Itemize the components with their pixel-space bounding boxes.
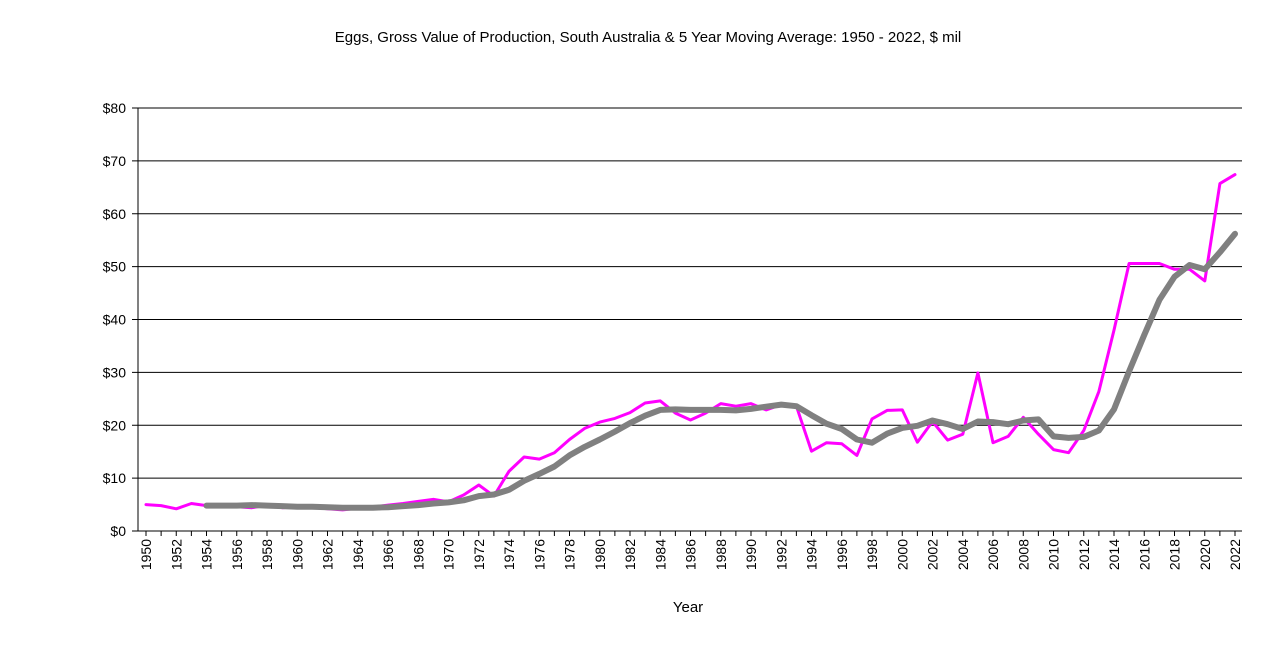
x-tick-label: 1978 (562, 539, 578, 570)
x-tick-label: 1950 (138, 539, 154, 570)
x-tick-label: 1962 (320, 539, 336, 570)
x-tick-label: 1984 (652, 539, 668, 570)
x-tick-label: 1980 (592, 539, 608, 570)
x-tick-label: 1982 (622, 539, 638, 570)
gridlines (138, 107, 1242, 479)
axes: $0 $10 $20 $30 $40 $50 $60 $70 $80 1950 1952 1954 19… (103, 100, 1243, 570)
x-tick-label: 1986 (683, 539, 699, 570)
x-tick-label: 1974 (501, 539, 517, 570)
chart-title: Eggs, Gross Value of Production, South A… (335, 29, 962, 46)
series-line-moving-average (203, 230, 1238, 511)
y-tick-label: $70 (103, 153, 127, 169)
x-tick-label: 1996 (834, 539, 850, 570)
y-tick-label: $30 (103, 364, 127, 380)
y-tick-label: $0 (110, 523, 126, 539)
x-tick-label: 2006 (985, 539, 1001, 570)
x-tick-label: 2022 (1227, 539, 1243, 570)
x-tick-label: 1968 (410, 539, 426, 570)
x-tick-label: 2014 (1106, 539, 1122, 570)
x-tick-label: 2008 (1015, 539, 1031, 570)
y-tick-label: $20 (103, 417, 127, 433)
x-tick-label: 1988 (713, 539, 729, 570)
y-tick-label: $80 (103, 100, 127, 116)
x-tick-label: 2004 (955, 539, 971, 570)
x-tick-label: 1970 (441, 539, 457, 570)
x-tick-label: 1960 (289, 539, 305, 570)
x-tick-label: 1952 (168, 539, 184, 570)
x-tick-label: 2012 (1076, 539, 1092, 570)
x-tick-label: 1972 (471, 539, 487, 570)
x-tick-label: 1994 (804, 539, 820, 570)
y-tick-label: $50 (103, 259, 127, 275)
x-tick-label: 1992 (773, 539, 789, 570)
x-tick-label: 1954 (199, 539, 215, 570)
x-tick-label: 1956 (229, 539, 245, 570)
y-tick-label: $40 (103, 312, 127, 328)
x-tick-label: 2016 (1136, 539, 1152, 570)
x-tick-label: 1976 (531, 539, 547, 570)
y-tick-label: $60 (103, 206, 127, 222)
x-tick-label: 1966 (380, 539, 396, 570)
x-tick-label: 1964 (350, 539, 366, 570)
y-tick-label: $10 (103, 470, 127, 486)
x-tick-label: 1958 (259, 539, 275, 570)
x-tick-label: 1990 (743, 539, 759, 570)
x-tick-label: 2018 (1167, 539, 1183, 570)
x-tick-label: 2010 (1046, 539, 1062, 570)
x-tick-label: 2020 (1197, 539, 1213, 570)
x-axis-label: Year (673, 599, 703, 616)
series-lines (144, 173, 1238, 512)
x-tick-label: 1998 (864, 539, 880, 570)
x-tick-label: 2002 (925, 539, 941, 570)
x-tick-label: 2000 (894, 539, 910, 570)
series-line-gross-value (144, 173, 1237, 512)
